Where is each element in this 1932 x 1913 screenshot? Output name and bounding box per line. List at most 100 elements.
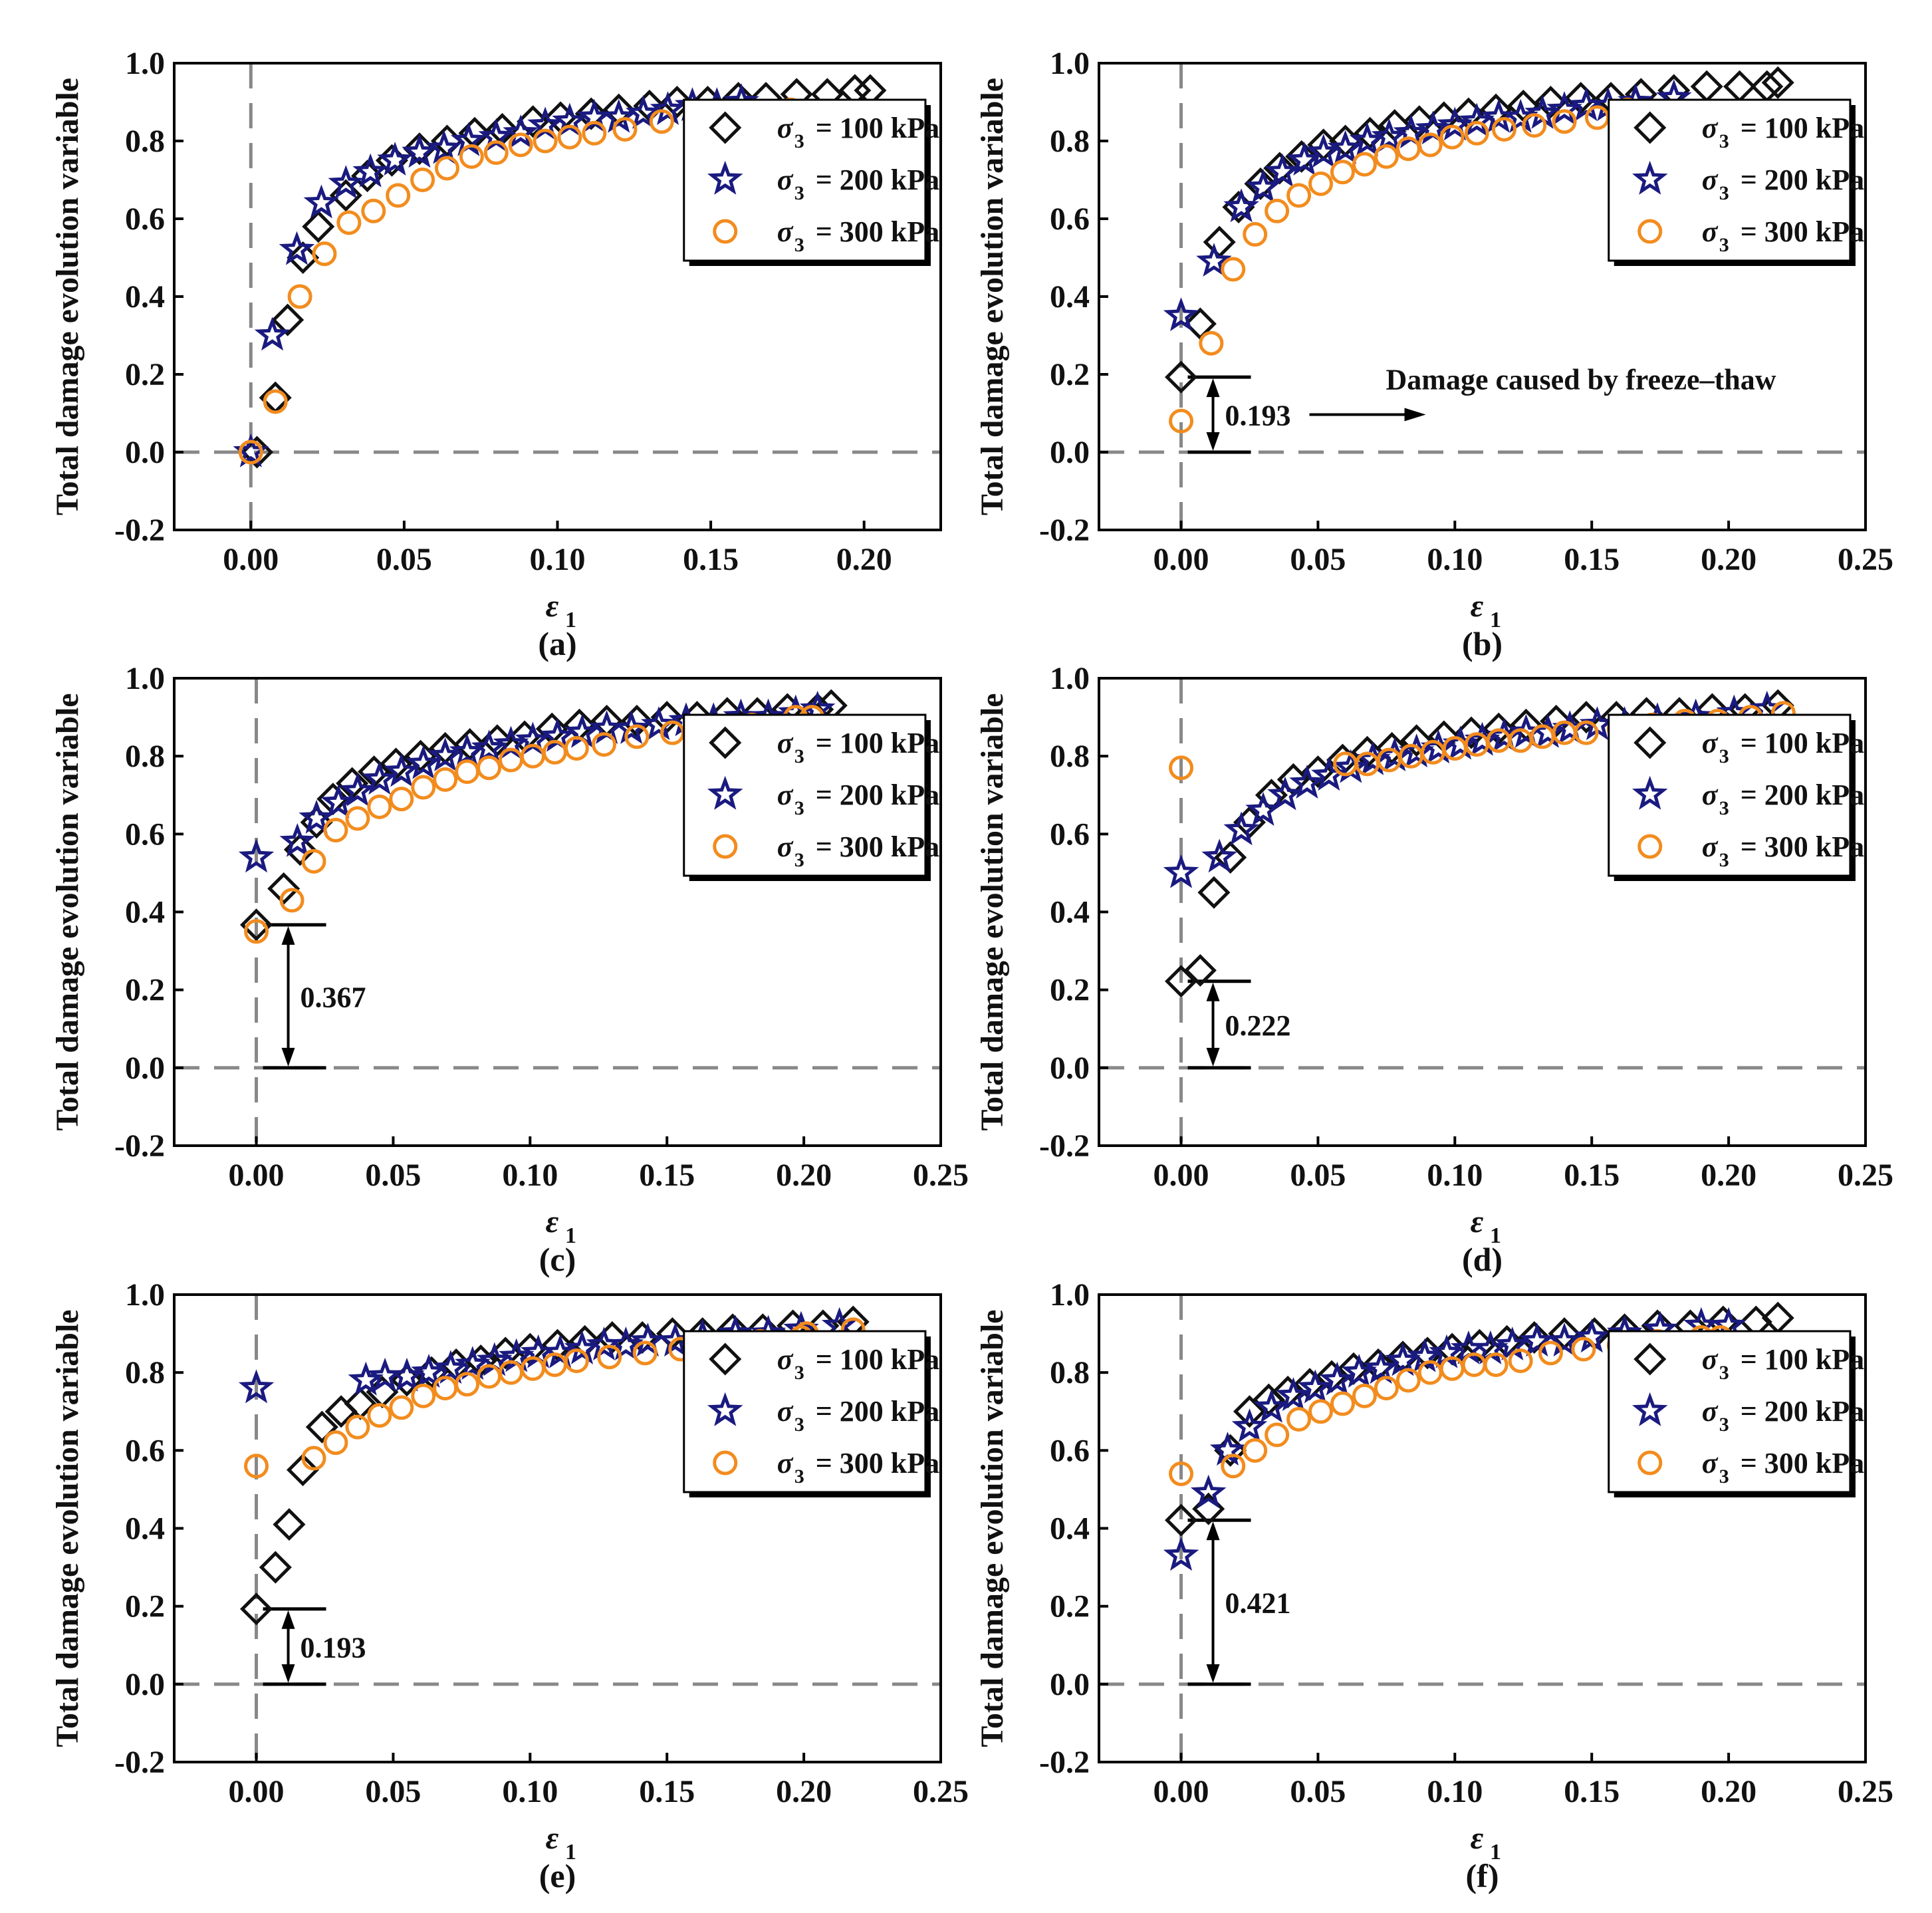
data-point (613, 710, 650, 744)
data-point (1319, 1361, 1355, 1396)
data-point (459, 144, 484, 169)
data-point (305, 1410, 338, 1444)
data-point (287, 284, 312, 309)
data-point (1417, 132, 1443, 158)
legend-marker (707, 160, 743, 195)
data-point (574, 97, 608, 130)
data-point (406, 745, 441, 779)
annotation-arrowhead-up (1206, 982, 1220, 1001)
x-tick-label: 0.05 (1290, 542, 1346, 577)
panel-e: -0.2 0.0 0.2 0.4 0.6 0.8 1.0 0.00 0.05 0.10 0.15 0.… (50, 1277, 969, 1894)
legend-subscript: 3 (1719, 849, 1729, 871)
data-point (1305, 134, 1342, 168)
y-tick-label: 0.0 (1050, 1667, 1090, 1702)
data-point (1371, 118, 1407, 152)
legend-marker (709, 726, 742, 759)
x-tick-label: 0.25 (913, 1774, 969, 1809)
data-point (389, 787, 414, 812)
y-tick-label: 0.6 (1050, 1433, 1090, 1468)
data-point (254, 317, 291, 351)
data-point (1327, 130, 1364, 164)
data-point (557, 124, 582, 150)
data-point (361, 198, 386, 223)
data-point (434, 156, 459, 181)
legend-value: = 100 kPa (816, 112, 939, 144)
y-tick-label: 1.0 (1050, 46, 1090, 81)
data-point (383, 753, 420, 787)
data-point (1286, 183, 1312, 208)
legend-marker (1633, 1342, 1667, 1376)
data-point (1552, 710, 1588, 744)
data-point (259, 1551, 292, 1584)
data-point (1165, 1503, 1198, 1537)
y-tick-label: -0.2 (1039, 1745, 1090, 1780)
panel-a: -0.2 0.0 0.2 0.4 0.6 0.8 1.0 0.00 0.05 0.10 0.15 0.… (50, 46, 942, 662)
legend-symbol: σ (1702, 1343, 1719, 1376)
legend-subscript: 3 (794, 130, 804, 152)
data-point (1761, 66, 1794, 99)
legend-box (1608, 98, 1852, 262)
legend-symbol: σ (777, 1343, 794, 1376)
freeze-thaw-annotation: 0.193 Damage caused by freeze–thaw (1187, 364, 1776, 454)
data-point (508, 132, 533, 158)
data-point (1165, 360, 1198, 394)
x-tick-label: 0.00 (223, 542, 279, 577)
x-axis-label: ε (546, 1204, 559, 1239)
x-tick-label: 0.20 (776, 1158, 832, 1193)
legend-subscript: 3 (794, 234, 804, 256)
y-tick-label: 0.0 (125, 435, 165, 470)
data-point (426, 130, 462, 164)
data-point (240, 908, 273, 942)
data-point (1584, 105, 1610, 130)
y-tick-label: 0.8 (125, 739, 165, 774)
x-tick-label: 0.05 (1290, 1774, 1346, 1809)
legend-value: = 100 kPa (816, 727, 939, 759)
y-tick-label: 0.8 (125, 124, 165, 159)
legend-symbol: σ (1702, 727, 1719, 759)
x-tick-label: 0.20 (836, 542, 892, 577)
x-tick-label: 0.00 (1153, 542, 1209, 577)
data-point (630, 1323, 666, 1357)
x-axis-label-subscript: 1 (565, 1223, 576, 1248)
y-tick-label: 1.0 (125, 661, 165, 696)
data-point (1286, 1406, 1312, 1432)
y-tick-label: -0.2 (114, 513, 165, 548)
data-point (1243, 1438, 1268, 1463)
y-axis-label: Total damage evolution variable (50, 78, 85, 515)
data-point (303, 184, 340, 219)
x-tick-label: 0.05 (365, 1158, 421, 1193)
legend-symbol: σ (777, 727, 794, 759)
data-point (1245, 792, 1281, 826)
data-point (449, 733, 485, 768)
legend-value: = 200 kPa (1741, 779, 1864, 811)
data-point (433, 1376, 458, 1401)
data-point (1163, 854, 1199, 888)
legend-box (683, 98, 927, 262)
x-tick-label: 0.25 (1838, 1158, 1893, 1193)
data-point (498, 747, 523, 773)
legend-symbol: σ (1702, 1395, 1719, 1428)
legend-value: = 300 kPa (1741, 215, 1864, 248)
data-point (455, 759, 480, 785)
panel-d: -0.2 0.0 0.2 0.4 0.6 0.8 1.0 0.00 0.05 0.10 0.15 0.… (975, 661, 1893, 1278)
data-point (1546, 1323, 1582, 1357)
data-point (1233, 1395, 1267, 1428)
y-tick-label: 0.0 (1050, 435, 1090, 470)
legend-marker (1631, 1392, 1668, 1426)
data-point (1571, 1337, 1596, 1362)
panel-label: (a) (538, 625, 576, 662)
data-point (299, 799, 334, 834)
annotation-value: 0.222 (1225, 1009, 1291, 1042)
y-axis-label: Total damage evolution variable (975, 693, 1010, 1130)
y-tick-label: 0.8 (1050, 739, 1090, 774)
legend-subscript: 3 (1719, 745, 1729, 767)
data-point (244, 919, 269, 944)
legend-marker (707, 775, 743, 810)
x-tick-label: 0.20 (1701, 542, 1756, 577)
data-point (1374, 144, 1399, 169)
data-point (1183, 954, 1217, 987)
data-point (1214, 840, 1247, 874)
data-point (1330, 160, 1355, 185)
legend-symbol: σ (1702, 779, 1719, 811)
data-point (1503, 98, 1538, 133)
